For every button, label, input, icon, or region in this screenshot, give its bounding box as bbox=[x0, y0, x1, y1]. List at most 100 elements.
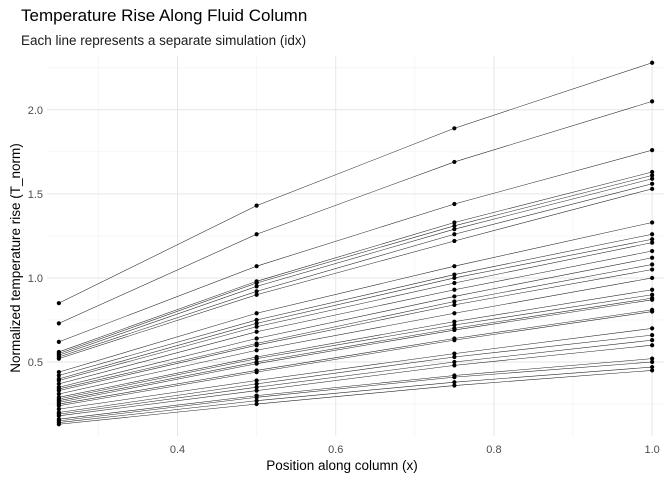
y-tick-label: 2.0 bbox=[28, 105, 43, 117]
data-point bbox=[254, 203, 259, 208]
series-line bbox=[58, 309, 653, 405]
series-line bbox=[58, 171, 653, 353]
series-line bbox=[58, 366, 653, 423]
data-point bbox=[254, 329, 259, 334]
series-line bbox=[58, 62, 653, 304]
x-tick-label: 0.4 bbox=[170, 444, 185, 456]
chart-title: Temperature Rise Along Fluid Column bbox=[21, 6, 308, 25]
series-line bbox=[58, 339, 653, 415]
data-point bbox=[452, 264, 457, 269]
series-line bbox=[58, 250, 653, 385]
data-point bbox=[452, 159, 457, 165]
data-point bbox=[650, 176, 655, 181]
data-point bbox=[56, 406, 61, 412]
data-point bbox=[650, 326, 655, 331]
data-point bbox=[452, 359, 457, 365]
data-point bbox=[254, 361, 259, 366]
data-point bbox=[650, 359, 655, 365]
data-point bbox=[254, 311, 259, 316]
series-lines bbox=[58, 62, 653, 425]
data-point bbox=[452, 220, 457, 225]
data-point bbox=[650, 232, 655, 237]
data-point bbox=[56, 373, 61, 378]
data-point bbox=[452, 287, 457, 292]
data-point bbox=[650, 99, 655, 104]
data-point bbox=[254, 395, 259, 400]
data-point bbox=[452, 275, 457, 281]
x-tick-label: 0.8 bbox=[486, 444, 501, 456]
data-point bbox=[452, 294, 457, 299]
data-point bbox=[254, 284, 259, 289]
data-point bbox=[650, 309, 655, 314]
series-line bbox=[58, 233, 653, 376]
series-line bbox=[58, 328, 653, 410]
series-line bbox=[58, 289, 653, 398]
series-line bbox=[58, 188, 653, 359]
data-point bbox=[452, 232, 457, 237]
series-line bbox=[58, 183, 653, 358]
y-tick-label: 0.5 bbox=[28, 357, 43, 369]
data-point bbox=[452, 302, 457, 307]
y-tick-label: 1.0 bbox=[28, 273, 43, 285]
data-point bbox=[650, 240, 655, 245]
grid bbox=[47, 56, 664, 436]
series-line bbox=[58, 297, 653, 401]
data-point bbox=[254, 348, 259, 353]
series-line bbox=[58, 242, 653, 381]
data-point bbox=[254, 381, 259, 386]
data-point bbox=[56, 391, 61, 397]
series-line bbox=[58, 264, 653, 390]
series-line bbox=[58, 311, 653, 407]
data-point bbox=[650, 287, 655, 292]
data-point bbox=[452, 322, 457, 328]
series-line bbox=[58, 175, 653, 354]
data-point bbox=[650, 262, 655, 267]
data-point bbox=[452, 280, 457, 286]
data-point bbox=[254, 264, 259, 269]
data-point bbox=[254, 388, 259, 393]
data-point bbox=[254, 398, 259, 403]
data-point bbox=[650, 237, 655, 242]
series-line bbox=[58, 334, 653, 413]
data-point bbox=[650, 297, 655, 302]
data-point bbox=[650, 220, 655, 225]
data-point bbox=[56, 339, 61, 344]
data-point bbox=[452, 227, 457, 232]
data-point bbox=[254, 289, 259, 294]
data-point bbox=[650, 356, 655, 361]
y-axis-title: Normalized temperature rise (T_norm) bbox=[8, 143, 23, 373]
data-point bbox=[650, 333, 655, 338]
series-line bbox=[58, 344, 653, 417]
data-point bbox=[650, 364, 655, 370]
data-point bbox=[56, 370, 61, 375]
series-line bbox=[58, 269, 653, 391]
data-point bbox=[452, 375, 457, 380]
series-line bbox=[58, 370, 653, 425]
data-point bbox=[254, 385, 259, 390]
data-points bbox=[56, 60, 655, 427]
x-tick-label: 1.0 bbox=[644, 444, 659, 456]
data-point bbox=[56, 378, 61, 383]
chart-subtitle: Each line represents a separate simulati… bbox=[21, 33, 307, 48]
data-point bbox=[650, 275, 655, 281]
data-point bbox=[254, 280, 259, 286]
data-point bbox=[254, 321, 259, 326]
data-point bbox=[254, 356, 259, 361]
data-point bbox=[254, 292, 259, 297]
series-line bbox=[58, 222, 653, 373]
data-point bbox=[650, 60, 655, 65]
data-point bbox=[650, 186, 655, 191]
x-axis-title: Position along column (x) bbox=[266, 458, 418, 473]
data-point bbox=[650, 148, 655, 153]
data-point bbox=[254, 232, 259, 237]
data-point bbox=[56, 356, 61, 361]
series-line bbox=[58, 178, 653, 356]
data-point bbox=[650, 169, 655, 175]
series-line bbox=[58, 239, 653, 380]
data-point bbox=[56, 321, 61, 326]
data-point bbox=[452, 223, 457, 228]
data-point bbox=[650, 338, 655, 343]
data-point bbox=[254, 378, 259, 383]
data-point bbox=[452, 351, 457, 356]
data-point bbox=[452, 126, 457, 131]
